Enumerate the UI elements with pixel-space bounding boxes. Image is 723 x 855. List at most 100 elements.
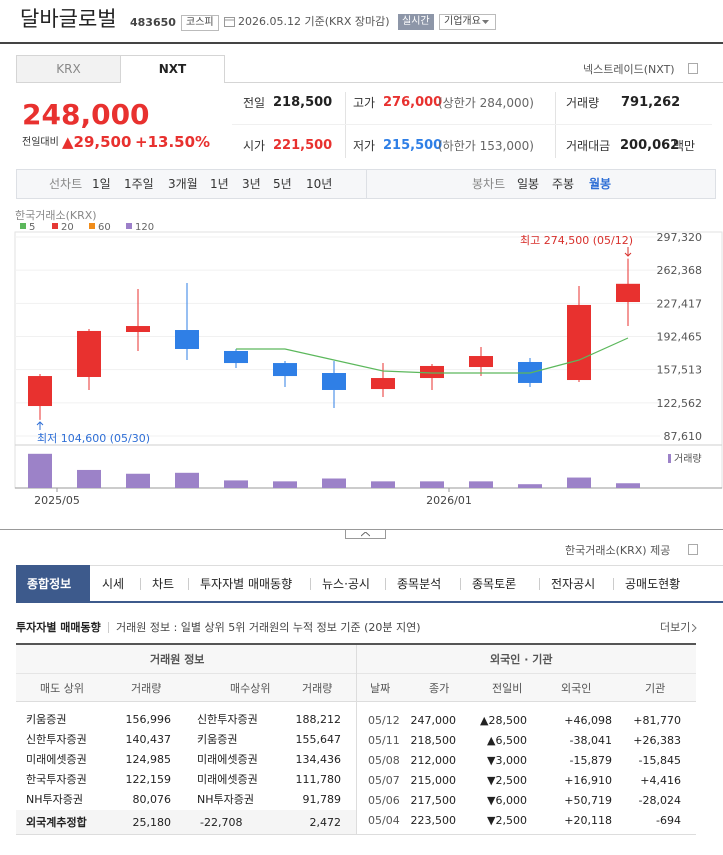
nav-tab[interactable]: 종목토론 (472, 577, 517, 591)
column-header: 매수상위 (230, 682, 271, 695)
summary-label: 시가 (243, 139, 266, 153)
period-group-label: 봉차트 (472, 177, 506, 191)
buyer-name: NH투자증권 (197, 793, 254, 806)
nav-bar (16, 565, 723, 603)
buy-volume: 155,647 (295, 733, 342, 746)
legend-swatch (52, 223, 58, 229)
table-bottom (16, 834, 696, 835)
flow-value: +16,910 (564, 774, 612, 787)
tab-line (225, 82, 723, 83)
help-icon[interactable] (688, 63, 698, 74)
help-icon[interactable] (688, 544, 698, 555)
volume-bar (28, 453, 52, 488)
nav-tab[interactable]: 종합정보 (27, 577, 72, 591)
column-header: 거래량 (131, 682, 162, 695)
period-option[interactable]: 1주일 (124, 177, 154, 191)
sell-volume: 80,076 (132, 793, 172, 806)
flow-value: 223,500 (410, 814, 457, 827)
candle-body (273, 363, 297, 377)
market-badge: 코스피 (181, 15, 219, 31)
period-option[interactable]: 주봉 (552, 177, 575, 191)
y-tick-label: 122,562 (657, 397, 703, 410)
period-option[interactable]: 3개월 (168, 177, 198, 191)
flow-value: 215,000 (410, 774, 457, 787)
column-header: 날짜 (370, 682, 391, 695)
company-info-button[interactable]: 기업개요 (439, 14, 496, 30)
period-option[interactable]: 일봉 (517, 177, 540, 191)
more-link[interactable]: 더보기 (660, 621, 691, 634)
sell-volume: 124,985 (125, 753, 172, 766)
y-tick-label: 262,368 (657, 264, 703, 277)
summary-value: 221,500 (273, 138, 333, 153)
foreign-total-value: -22,708 (200, 816, 243, 829)
nav-tab[interactable]: 전자공시 (551, 577, 596, 591)
candle-body (469, 356, 493, 368)
price-change: ▲29,500 (62, 133, 132, 151)
period-option[interactable]: 3년 (242, 177, 261, 191)
period-option[interactable]: 월봉 (589, 177, 612, 191)
x-tick-label: 2025/05 (34, 494, 80, 507)
candle-chart: 한국거래소(KRX) 297,320 262,368 227,417 192,465 15… (14, 209, 723, 507)
table-header: 거래원 정보 (150, 653, 205, 666)
candle-body (77, 330, 101, 377)
period-option[interactable]: 10년 (306, 177, 333, 191)
flow-value: 218,500 (410, 734, 457, 747)
candle-body (175, 330, 199, 349)
period-option[interactable]: 1년 (210, 177, 229, 191)
flow-value: -38,041 (569, 734, 612, 747)
nav-tab[interactable]: 종목분석 (397, 577, 442, 591)
nav-tab[interactable]: 투자자별 매매동향 (200, 577, 293, 591)
volume-bar (273, 481, 297, 488)
chart-title: 한국거래소(KRX) (15, 209, 97, 222)
volume-bar (77, 469, 101, 488)
summary-note: (상한가 284,000) (438, 96, 534, 110)
stock-code: 483650 (130, 16, 176, 29)
seller-name: 신한투자증권 (26, 733, 87, 746)
flow-value: ▼2,500 (487, 814, 527, 827)
foreign-total-value: 2,472 (309, 816, 342, 829)
nav-tab[interactable]: 공매도현황 (625, 577, 681, 591)
tab-krx[interactable]: KRX (16, 55, 121, 83)
nav-separator (140, 578, 141, 590)
flow-date: 05/12 (368, 714, 400, 727)
nav-separator (385, 578, 386, 590)
grid-divider (555, 92, 556, 158)
y-tick-label: 297,320 (657, 231, 703, 244)
sell-volume: 122,159 (125, 773, 172, 786)
buy-volume: 188,212 (295, 713, 342, 726)
source-label: 한국거래소(KRX) 제공 (565, 544, 671, 557)
flow-value: -15,845 (638, 754, 681, 767)
y-tick-label: 227,417 (657, 297, 703, 310)
nav-separator (460, 578, 461, 590)
flow-value: ▲6,500 (487, 734, 527, 747)
volume-bar (616, 483, 640, 488)
grid-divider (345, 92, 346, 158)
candle-body (420, 365, 444, 379)
nav-separator (539, 578, 540, 590)
nav-tab[interactable]: 시세 (102, 577, 125, 591)
volume-bar (518, 484, 542, 488)
realtime-badge[interactable]: 실시간 (398, 14, 434, 30)
period-option[interactable]: 5년 (273, 177, 292, 191)
slider-handle[interactable] (345, 530, 386, 539)
tab-nxt[interactable]: NXT (120, 55, 225, 83)
summary-unit: 백만 (673, 139, 696, 153)
volume-label: 거래량 (674, 453, 702, 465)
summary-label: 거래대금 (566, 139, 611, 153)
change-label: 전일대비 (22, 137, 59, 148)
nav-tab[interactable]: 차트 (152, 577, 175, 591)
nav-tab[interactable]: 뉴스·공시 (322, 577, 370, 591)
section-desc: 거래원 정보 : 일별 상위 5위 거래원의 누적 정보 기준 (20분 지연) (116, 621, 421, 634)
flow-value: ▼6,000 (487, 794, 527, 807)
total-row-bg (16, 810, 356, 834)
volume-bar (469, 481, 493, 488)
flow-value: -694 (656, 814, 681, 827)
legend-label: 120 (135, 222, 154, 233)
sell-volume: 140,437 (125, 733, 172, 746)
nav-separator (310, 578, 311, 590)
base-date: 2026.05.12 기준(KRX 장마감) (238, 15, 390, 28)
volume-bar (420, 481, 444, 488)
table-divider (356, 645, 357, 835)
buyer-name: 미래에셋증권 (197, 773, 258, 786)
period-option[interactable]: 1일 (92, 177, 111, 191)
